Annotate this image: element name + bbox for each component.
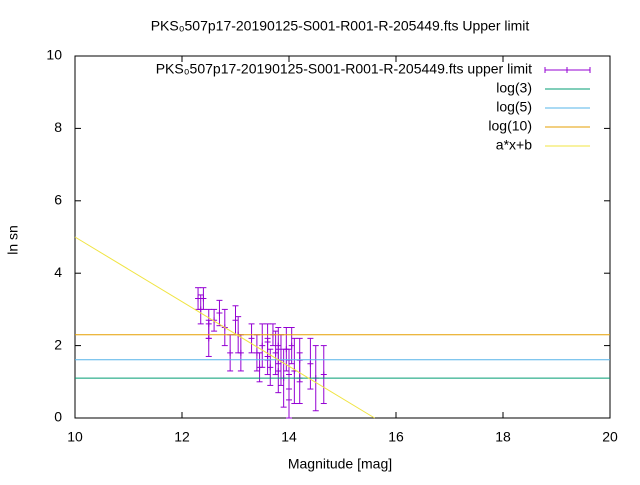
legend-label: PKS₀507p17-20190125-S001-R001-R-205449.f… — [156, 61, 532, 77]
point — [200, 295, 207, 302]
point — [267, 364, 274, 371]
x-tick-label: 16 — [388, 429, 404, 445]
point — [275, 342, 282, 349]
point — [272, 349, 279, 356]
point — [248, 335, 255, 342]
legend-label: log(5) — [496, 99, 532, 115]
x-tick-label: 14 — [281, 429, 297, 445]
point — [232, 317, 239, 324]
x-tick-label: 12 — [174, 429, 190, 445]
point — [216, 310, 223, 317]
legend-label: log(10) — [488, 118, 532, 134]
y-axis-label: ln sn — [5, 225, 21, 255]
point — [205, 335, 212, 342]
point — [259, 342, 266, 349]
legend-label: log(3) — [496, 80, 532, 96]
line — [74, 236, 375, 419]
legend-label: a*x+b — [496, 137, 532, 153]
y-tick-label: 0 — [54, 409, 62, 425]
y-tick-label: 8 — [54, 119, 62, 135]
x-tick-label: 18 — [495, 429, 511, 445]
y-tick-label: 2 — [54, 336, 62, 352]
y-tick-label: 4 — [54, 264, 62, 280]
y-tick-label: 10 — [46, 47, 62, 63]
point — [288, 342, 295, 349]
point — [195, 295, 202, 302]
x-tick-label: 20 — [602, 429, 618, 445]
point — [227, 349, 234, 356]
point — [320, 371, 327, 378]
x-axis-label: Magnitude [mag] — [288, 456, 392, 472]
point — [307, 360, 314, 367]
point — [237, 349, 244, 356]
point — [264, 338, 271, 345]
point — [275, 367, 282, 374]
y-tick-label: 6 — [54, 192, 62, 208]
point — [286, 386, 292, 393]
chart-title: PKS₀507p17-20190125-S001-R001-R-205449.f… — [151, 18, 530, 34]
x-tick-label: 10 — [67, 429, 83, 445]
